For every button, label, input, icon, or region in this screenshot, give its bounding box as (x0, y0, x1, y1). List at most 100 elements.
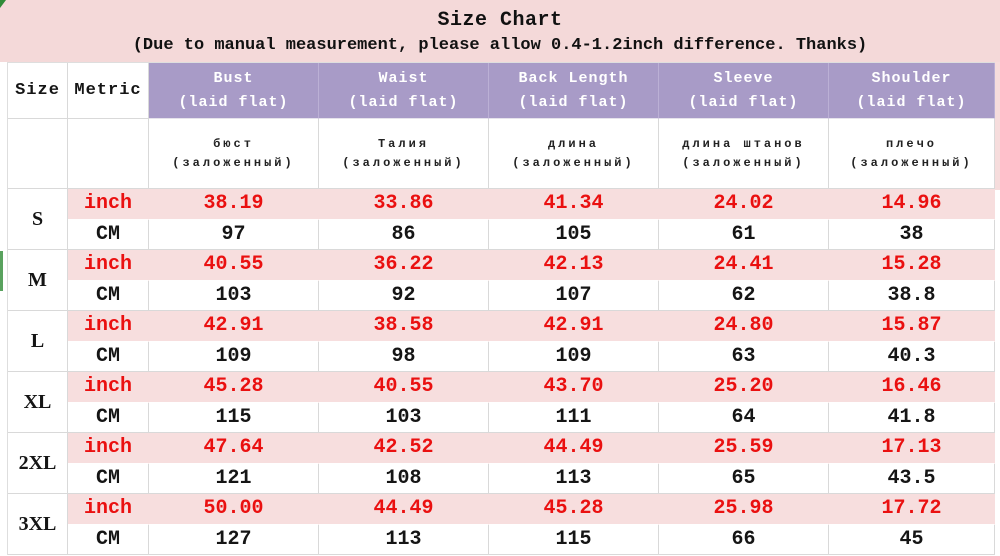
value-M-cm-waist: 92 (319, 280, 489, 311)
unit-label-inch-L: inch (68, 311, 149, 342)
sleeve-ru-label: длина штанов (682, 136, 805, 151)
value-2XL-cm-sleeve: 65 (659, 463, 829, 494)
value-3XL-cm-back-length: 115 (489, 524, 659, 555)
value-S-inch-waist: 33.86 (319, 189, 489, 220)
value-XL-inch-sleeve: 25.20 (659, 372, 829, 403)
column-header-size: Size (8, 63, 68, 119)
value-3XL-inch-sleeve: 25.98 (659, 494, 829, 525)
value-XL-cm-back-length: 111 (489, 402, 659, 433)
column-header-bust: Bust (laid flat) (149, 63, 319, 119)
value-M-cm-back-length: 107 (489, 280, 659, 311)
size-row-XL-cm: CM 115 103 111 64 41.8 (8, 402, 995, 433)
column-subheader-sleeve-ru: длина штанов (заложенный) (659, 119, 829, 189)
size-row-2XL-inch: 2XL inch 47.64 42.52 44.49 25.59 17.13 (8, 433, 995, 494)
page-title: Size Chart (437, 9, 563, 32)
value-S-cm-bust: 97 (149, 219, 319, 250)
size-row-3XL-cm: CM 127 113 115 66 45 (8, 524, 995, 555)
value-2XL-inch-bust: 47.64 (149, 433, 319, 464)
size-label-3XL: 3XL (8, 494, 68, 555)
value-S-inch-back-length: 41.34 (489, 189, 659, 220)
column-header-bust-en: Bust (213, 69, 254, 87)
value-2XL-inch-sleeve: 25.59 (659, 433, 829, 464)
unit-label-cm-M: CM (68, 280, 149, 311)
unit-label-inch-3XL: inch (68, 494, 149, 525)
value-2XL-cm-bust: 121 (149, 463, 319, 494)
size-label-XL: XL (8, 372, 68, 433)
value-3XL-cm-sleeve: 66 (659, 524, 829, 555)
value-3XL-inch-back-length: 45.28 (489, 494, 659, 525)
value-XL-inch-waist: 40.55 (319, 372, 489, 403)
column-header-shoulder: Shoulder (laid flat) (829, 63, 995, 119)
column-header-sleeve-sub: (laid flat) (688, 93, 799, 111)
unit-label-inch-M: inch (68, 250, 149, 281)
unit-label-cm-S: CM (68, 219, 149, 250)
bust-ru-sub: (заложенный) (172, 155, 295, 170)
value-3XL-inch-waist: 44.49 (319, 494, 489, 525)
unit-label-inch-2XL: inch (68, 433, 149, 464)
value-3XL-inch-shoulder: 17.72 (829, 494, 995, 525)
value-L-inch-back-length: 42.91 (489, 311, 659, 342)
unit-label-inch-XL: inch (68, 372, 149, 403)
value-L-cm-waist: 98 (319, 341, 489, 372)
back-length-ru-sub: (заложенный) (512, 155, 635, 170)
size-row-XL-inch: XL inch 45.28 40.55 43.70 25.20 16.46 (8, 372, 995, 433)
value-L-inch-waist: 38.58 (319, 311, 489, 342)
size-label-L: L (8, 311, 68, 372)
column-subheader-back-length-ru: длина (заложенный) (489, 119, 659, 189)
value-3XL-cm-waist: 113 (319, 524, 489, 555)
back-length-ru-label: длина (547, 136, 599, 151)
value-M-cm-bust: 103 (149, 280, 319, 311)
column-header-sleeve: Sleeve (laid flat) (659, 63, 829, 119)
value-M-inch-bust: 40.55 (149, 250, 319, 281)
size-row-L-cm: CM 109 98 109 63 40.3 (8, 341, 995, 372)
shoulder-ru-label: плечо (885, 136, 937, 151)
column-header-back-length-sub: (laid flat) (518, 93, 629, 111)
value-M-cm-shoulder: 38.8 (829, 280, 995, 311)
value-S-cm-waist: 86 (319, 219, 489, 250)
green-edge-artifact (0, 251, 3, 291)
size-row-2XL-cm: CM 121 108 113 65 43.5 (8, 463, 995, 494)
value-S-cm-shoulder: 38 (829, 219, 995, 250)
value-L-inch-bust: 42.91 (149, 311, 319, 342)
size-row-M-cm: CM 103 92 107 62 38.8 (8, 280, 995, 311)
size-label-M: M (8, 250, 68, 311)
unit-label-cm-XL: CM (68, 402, 149, 433)
empty-cell-size (8, 119, 68, 189)
column-subheader-bust-ru: бюст (заложенный) (149, 119, 319, 189)
value-3XL-cm-bust: 127 (149, 524, 319, 555)
value-3XL-cm-shoulder: 45 (829, 524, 995, 555)
value-S-inch-shoulder: 14.96 (829, 189, 995, 220)
column-header-bust-sub: (laid flat) (178, 93, 289, 111)
size-row-3XL-inch: 3XL inch 50.00 44.49 45.28 25.98 17.72 (8, 494, 995, 555)
value-XL-inch-bust: 45.28 (149, 372, 319, 403)
green-corner-artifact (0, 0, 6, 8)
value-M-inch-sleeve: 24.41 (659, 250, 829, 281)
value-M-inch-waist: 36.22 (319, 250, 489, 281)
column-header-back-length: Back Length (laid flat) (489, 63, 659, 119)
column-header-shoulder-en: Shoulder (871, 69, 952, 87)
empty-cell-metric (68, 119, 149, 189)
column-header-metric: Metric (68, 63, 149, 119)
column-subheader-shoulder-ru: плечо (заложенный) (829, 119, 995, 189)
value-2XL-inch-back-length: 44.49 (489, 433, 659, 464)
value-XL-cm-waist: 103 (319, 402, 489, 433)
unit-label-cm-2XL: CM (68, 463, 149, 494)
value-2XL-cm-back-length: 113 (489, 463, 659, 494)
size-label-2XL: 2XL (8, 433, 68, 494)
value-M-cm-sleeve: 62 (659, 280, 829, 311)
column-header-waist: Waist (laid flat) (319, 63, 489, 119)
value-XL-cm-sleeve: 64 (659, 402, 829, 433)
shoulder-ru-sub: (заложенный) (850, 155, 973, 170)
size-chart-table: Size Metric Bust (laid flat) Waist (laid… (7, 62, 995, 555)
value-2XL-inch-waist: 42.52 (319, 433, 489, 464)
value-L-cm-back-length: 109 (489, 341, 659, 372)
column-header-waist-en: Waist (378, 69, 429, 87)
value-S-cm-back-length: 105 (489, 219, 659, 250)
value-XL-inch-shoulder: 16.46 (829, 372, 995, 403)
value-M-inch-back-length: 42.13 (489, 250, 659, 281)
value-M-inch-shoulder: 15.28 (829, 250, 995, 281)
